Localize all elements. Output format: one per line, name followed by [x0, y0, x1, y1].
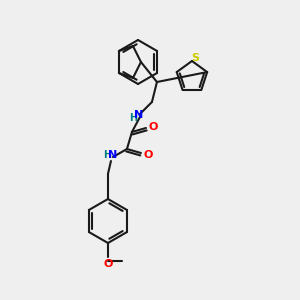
Text: H: H — [103, 150, 111, 160]
Text: O: O — [148, 122, 158, 132]
Text: H: H — [129, 113, 137, 123]
Text: N: N — [134, 110, 144, 120]
Text: N: N — [108, 150, 118, 160]
Text: S: S — [191, 53, 199, 63]
Text: O: O — [143, 150, 153, 160]
Text: O: O — [103, 259, 112, 269]
